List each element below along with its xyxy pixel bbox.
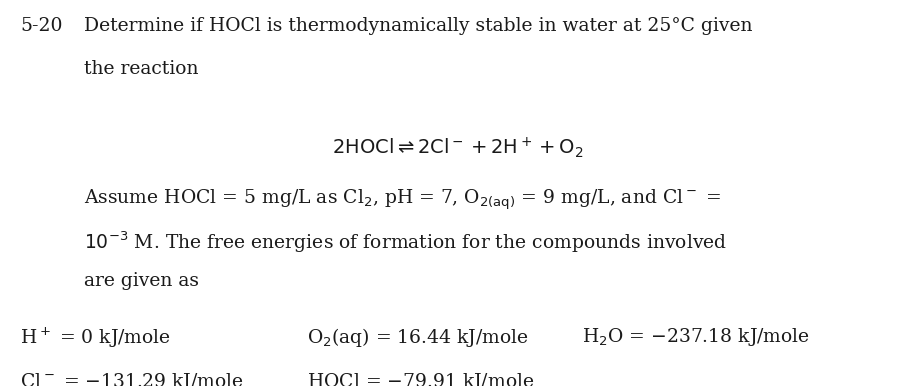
Text: $10^{-3}$ M. The free energies of formation for the compounds involved: $10^{-3}$ M. The free energies of format…: [84, 230, 727, 255]
Text: O$_2$(aq) = 16.44 kJ/mole: O$_2$(aq) = 16.44 kJ/mole: [307, 326, 529, 349]
Text: the reaction: the reaction: [84, 60, 199, 78]
Text: Assume HOCl = 5 mg/L as Cl$_2$, pH = 7, O$_{2(\mathrm{aq})}$ = 9 mg/L, and Cl$^-: Assume HOCl = 5 mg/L as Cl$_2$, pH = 7, …: [84, 187, 721, 212]
Text: $2\mathrm{HOCl} \rightleftharpoons 2\mathrm{Cl}^- + 2\mathrm{H}^+ + \mathrm{O}_2: $2\mathrm{HOCl} \rightleftharpoons 2\mat…: [333, 135, 583, 160]
Text: H$^+$ = 0 kJ/mole: H$^+$ = 0 kJ/mole: [20, 326, 171, 350]
Text: HOCl = $-$79.91 kJ/mole: HOCl = $-$79.91 kJ/mole: [307, 371, 534, 386]
Text: Determine if HOCl is thermodynamically stable in water at 25°C given: Determine if HOCl is thermodynamically s…: [84, 17, 753, 36]
Text: Cl$^-$ = $-$131.29 kJ/mole: Cl$^-$ = $-$131.29 kJ/mole: [20, 371, 244, 386]
Text: H$_2$O = $-$237.18 kJ/mole: H$_2$O = $-$237.18 kJ/mole: [582, 326, 810, 348]
Text: are given as: are given as: [84, 272, 200, 290]
Text: 5-20: 5-20: [20, 17, 62, 36]
